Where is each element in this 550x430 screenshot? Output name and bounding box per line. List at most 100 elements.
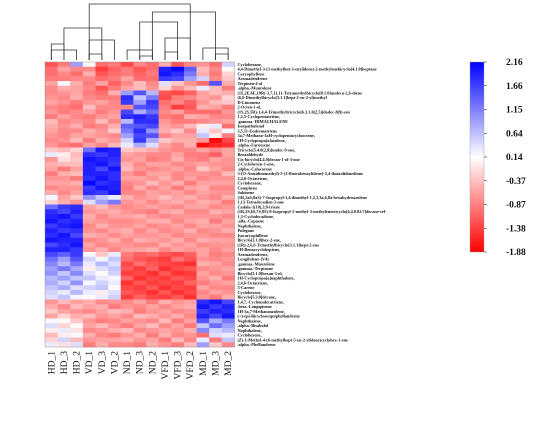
heatmap-cell (171, 81, 185, 87)
heatmap-cell (70, 166, 84, 172)
color-legend-label: -0.87 (506, 201, 526, 211)
heatmap-cell (221, 242, 235, 248)
heatmap-cell (221, 261, 235, 267)
heatmap-cell (183, 185, 197, 191)
heatmap-cell (209, 294, 223, 300)
heatmap-cell (95, 114, 109, 120)
heatmap-cell (120, 119, 134, 125)
heatmap-cell (82, 119, 96, 125)
heatmap-cell (209, 161, 223, 167)
heatmap-cell (82, 275, 96, 281)
heatmap-cell (146, 85, 159, 91)
column-label: HD_1 (47, 351, 57, 374)
heatmap-cell (183, 157, 197, 163)
heatmap-cell (196, 299, 210, 305)
heatmap-cell (146, 337, 159, 343)
heatmap-cell (120, 233, 134, 239)
heatmap-cell (146, 290, 159, 296)
heatmap-cell (108, 114, 122, 120)
heatmap-cell (70, 261, 84, 267)
heatmap-cell (82, 166, 96, 172)
heatmap-cell (171, 161, 185, 167)
heatmap-cell (158, 328, 172, 334)
heatmap-cell (209, 81, 223, 87)
heatmap-cell (183, 271, 197, 277)
heatmap-cell (209, 90, 223, 96)
column-label: MD_1 (199, 351, 209, 376)
heatmap-cell (209, 199, 223, 205)
heatmap-cell (196, 337, 210, 343)
heatmap-cell (158, 123, 172, 129)
heatmap-cell (70, 209, 84, 215)
row-label: Naphthalene, (237, 318, 261, 323)
heatmap-cell (196, 271, 210, 277)
heatmap-cell (57, 233, 71, 239)
heatmap-cell (57, 247, 71, 253)
heatmap-cell (209, 285, 223, 291)
heatmap-cell (70, 342, 84, 348)
heatmap-cell (196, 62, 210, 68)
row-label: 1H-3a,7-Methanoazulene, (237, 309, 284, 314)
row-label: (+)-epi-Bicyclosesquiphellandrene (237, 314, 299, 319)
dendrogram-branch (88, 53, 103, 60)
column-label: VFD_3 (174, 351, 184, 380)
heatmap-cell (209, 100, 223, 106)
heatmap-cell (183, 199, 197, 205)
heatmap-cell (95, 337, 109, 343)
heatmap-cell (57, 147, 71, 153)
heatmap-cell (120, 214, 134, 220)
heatmap-cell (45, 294, 58, 300)
heatmap-cell (146, 152, 159, 158)
heatmap-cell (108, 119, 122, 125)
heatmap-cell (45, 71, 58, 77)
heatmap-cell (133, 280, 147, 286)
heatmap-cell (108, 176, 122, 182)
heatmap-cell (133, 128, 147, 134)
row-label: Camphene (237, 185, 257, 190)
heatmap-cell (120, 195, 134, 201)
heatmap-cell (133, 313, 147, 319)
heatmap-cell (146, 119, 159, 125)
heatmap-cell (158, 237, 172, 243)
heatmap-cell (120, 123, 134, 129)
heatmap-cell (196, 228, 210, 234)
heatmap-cell (183, 266, 197, 272)
heatmap-cell (133, 104, 147, 110)
heatmap-cell (57, 204, 71, 210)
heatmap-cell (183, 147, 197, 153)
heatmap-cell (171, 304, 185, 310)
heatmap-cell (45, 223, 58, 229)
heatmap-cell (95, 147, 109, 153)
heatmap-cell (120, 266, 134, 272)
heatmap-cell (57, 100, 71, 106)
row-label: Cis-bicyclo[4.4.0]decan-1-ol-3-one (237, 157, 299, 162)
heatmap-cell (45, 252, 58, 258)
heatmap-cell (221, 180, 235, 186)
heatmap-cell (158, 185, 172, 191)
heatmap-cell (108, 180, 122, 186)
heatmap-cell (171, 123, 185, 129)
heatmap-cell (146, 252, 159, 258)
heatmap-cell (120, 152, 134, 158)
heatmap-cell (158, 76, 172, 82)
heatmap-cell (108, 138, 122, 144)
heatmap-cell (133, 147, 147, 153)
heatmap-cell (209, 190, 223, 196)
heatmap-cell (171, 109, 185, 115)
heatmap-cell (196, 142, 210, 148)
heatmap-cell (95, 142, 109, 148)
heatmap-cell (95, 313, 109, 319)
heatmap-cell (171, 318, 185, 324)
heatmap-cell (196, 280, 210, 286)
heatmap-cell (45, 123, 58, 129)
heatmap-cell (57, 318, 71, 324)
heatmap-cell (171, 62, 185, 68)
heatmap-cell (209, 166, 223, 172)
heatmap-cell (183, 128, 197, 134)
heatmap-cell (183, 261, 197, 267)
heatmap-cell (183, 304, 197, 310)
row-label: .gamma.-Terpinene (237, 266, 273, 271)
heatmap-cell (171, 266, 185, 272)
row-label: Bicyclo[3.1.0]hexan-3-ol, (237, 271, 282, 276)
